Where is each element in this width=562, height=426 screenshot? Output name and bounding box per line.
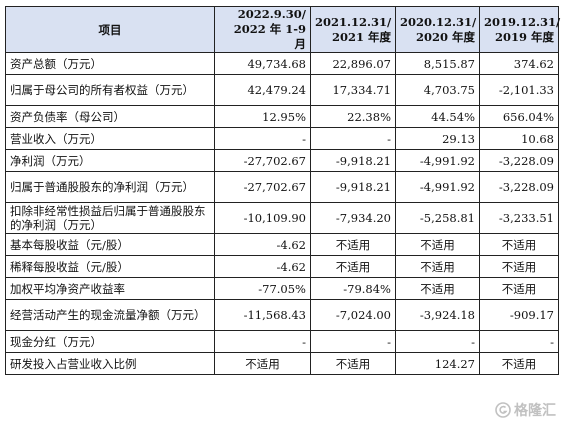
row-value: -79.84% xyxy=(310,277,396,300)
row-label: 资产总额（万元） xyxy=(5,52,215,75)
row-value: 44.54% xyxy=(395,105,480,128)
row-value: -909.17 xyxy=(479,299,559,331)
table-row: 现金分红（万元） - - - - xyxy=(5,330,559,353)
row-value: - xyxy=(479,330,559,353)
row-value: 22.38% xyxy=(310,105,396,128)
row-label: 研发投入占营业收入比例 xyxy=(5,352,215,375)
table-row: 营业收入（万元） - -29.13 10.68 xyxy=(5,127,559,150)
row-label: 扣除非经常性损益后归属于普通股股东的净利润（万元） xyxy=(5,202,215,234)
row-value: 17,334.71 xyxy=(310,74,396,106)
row-value: 不适用 xyxy=(395,233,480,256)
row-value: -3,233.51 xyxy=(479,202,559,234)
row-label: 稀释每股收益（元/股） xyxy=(5,255,215,278)
row-value: 不适用 xyxy=(310,255,396,278)
row-value: -9,918.21 xyxy=(310,149,396,172)
row-label: 资产负债率（母公司） xyxy=(5,105,215,128)
row-value: - xyxy=(214,127,311,150)
row-value: - xyxy=(395,330,480,353)
row-label: 加权平均净资产收益率 xyxy=(5,277,215,300)
row-value: 124.27 xyxy=(395,352,480,375)
row-value: 不适用 xyxy=(310,352,396,375)
row-label: 现金分红（万元） xyxy=(5,330,215,353)
row-value: 不适用 xyxy=(479,233,559,256)
table-row: 经营活动产生的现金流量净额（万元） -11,568.43 -7,024.00 -3,9… xyxy=(5,299,559,331)
header-period-2022: 2022.9.30/2022 年 1-9 月 xyxy=(214,6,311,53)
row-label: 净利润（万元） xyxy=(5,149,215,172)
row-value: 不适用 xyxy=(310,233,396,256)
table-row: 稀释每股收益（元/股） -4.62 不适用 不适用 不适用 xyxy=(5,255,559,278)
table-row: 扣除非经常性损益后归属于普通股股东的净利润（万元） -10,109.90 -7,93… xyxy=(5,202,559,234)
gelonghui-logo-icon xyxy=(495,402,511,418)
row-value: -11,568.43 xyxy=(214,299,311,331)
table-row: 归属于普通股股东的净利润（万元） -27,702.67 -9,918.21 -4,99… xyxy=(5,171,559,203)
header-period-2021: 2021.12.31/2021 年度 xyxy=(310,6,396,53)
table-row: 研发投入占营业收入比例 不适用 不适用 124.27 不适用 xyxy=(5,352,559,375)
row-value: 不适用 xyxy=(479,277,559,300)
table-row: 资产总额（万元） 49,734.68 22,896.07 8,515.87 374.62 xyxy=(5,52,559,75)
header-period-2020: 2020.12.31/2020 年度 xyxy=(395,6,480,53)
row-value: -2,101.33 xyxy=(479,74,559,106)
row-value: -4,991.92 xyxy=(395,171,480,203)
row-label: 基本每股收益（元/股） xyxy=(5,233,215,256)
row-value: 22,896.07 xyxy=(310,52,396,75)
row-label: 归属于普通股股东的净利润（万元） xyxy=(5,171,215,203)
row-value: 不适用 xyxy=(479,255,559,278)
header-row: 项目 2022.9.30/2022 年 1-9 月 2021.12.31/202… xyxy=(5,6,560,53)
table-row: 净利润（万元） -27,702.67 -9,918.21 -4,991.92 -3,22… xyxy=(5,149,559,172)
row-label: 营业收入（万元） xyxy=(5,127,215,150)
row-value: -4,991.92 xyxy=(395,149,480,172)
row-value: -3,228.09 xyxy=(479,149,559,172)
row-value: 29.13 xyxy=(395,127,480,150)
header-period-2019: 2019.12.31/2019 年度 xyxy=(479,6,560,53)
row-value: 8,515.87 xyxy=(395,52,480,75)
row-value: 不适用 xyxy=(214,352,311,375)
row-value: 49,734.68 xyxy=(214,52,311,75)
row-value: -77.05% xyxy=(214,277,311,300)
row-value: -7,024.00 xyxy=(310,299,396,331)
watermark: 格隆汇 xyxy=(495,400,556,420)
row-value: 不适用 xyxy=(395,255,480,278)
row-value: - xyxy=(310,330,396,353)
row-value: -7,934.20 xyxy=(310,202,396,234)
watermark-text: 格隆汇 xyxy=(514,403,556,419)
table-row: 加权平均净资产收益率 -77.05% -79.84% 不适用 不适用 xyxy=(5,277,559,300)
table-row: 资产负债率（母公司） 12.95% 22.38% 44.54% 656.04% xyxy=(5,105,559,128)
row-value: 12.95% xyxy=(214,105,311,128)
row-value: 374.62 xyxy=(479,52,559,75)
row-value: -5,258.81 xyxy=(395,202,480,234)
table-row: 归属于母公司的所有者权益（万元） 42,479.24 17,334.71 4,703.… xyxy=(5,74,559,106)
header-item: 项目 xyxy=(5,6,215,53)
row-value: - xyxy=(214,330,311,353)
row-value: -4.62 xyxy=(214,255,311,278)
table-row: 基本每股收益（元/股） -4.62 不适用 不适用 不适用 xyxy=(5,233,559,256)
row-value: -9,918.21 xyxy=(310,171,396,203)
row-label: 经营活动产生的现金流量净额（万元） xyxy=(5,299,215,331)
row-label: 归属于母公司的所有者权益（万元） xyxy=(5,74,215,106)
row-value: 656.04% xyxy=(479,105,559,128)
row-value: -4.62 xyxy=(214,233,311,256)
financial-summary-table: 项目 2022.9.30/2022 年 1-9 月 2021.12.31/202… xyxy=(5,6,560,375)
row-value: - xyxy=(310,127,396,150)
row-value: -3,924.18 xyxy=(395,299,480,331)
row-value: -10,109.90 xyxy=(214,202,311,234)
row-value: 4,703.75 xyxy=(395,74,480,106)
row-value: 不适用 xyxy=(479,352,559,375)
row-value: 42,479.24 xyxy=(214,74,311,106)
row-value: 10.68 xyxy=(479,127,559,150)
row-value: -3,228.09 xyxy=(479,171,559,203)
row-value: 不适用 xyxy=(395,277,480,300)
row-value: -27,702.67 xyxy=(214,171,311,203)
row-value: -27,702.67 xyxy=(214,149,311,172)
